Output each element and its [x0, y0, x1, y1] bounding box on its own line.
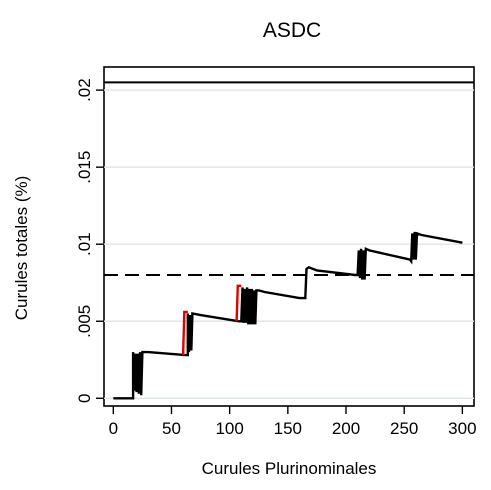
reference-lines: [104, 81, 474, 277]
x-tick-label-0: 0: [109, 419, 118, 438]
x-tick-label-6: 300: [448, 419, 476, 438]
y-tick-label-3: .015: [75, 151, 94, 184]
x-tick-label-2: 100: [215, 419, 243, 438]
x-tick-label-4: 200: [332, 419, 360, 438]
series-group: [113, 231, 463, 400]
x-tick-label-3: 150: [274, 419, 302, 438]
series-line-0: [113, 231, 463, 400]
y-tick-label-1: .005: [75, 305, 94, 338]
x-tick-label-5: 250: [390, 419, 418, 438]
series-line-2: [235, 284, 242, 322]
y-tick-label-2: .01: [75, 232, 94, 256]
y-axis: 0 .005 .01 .015 .02: [75, 78, 104, 403]
series-line-1: [181, 310, 188, 356]
y-tick-label-4: .02: [75, 78, 94, 102]
y-tick-label-0: 0: [75, 394, 94, 403]
x-axis: 0 50 100 150 200 250 300: [109, 406, 477, 438]
x-axis-label: Curules Plurinominales: [202, 459, 377, 478]
plot-area: [103, 66, 475, 407]
grid-lines: [104, 89, 474, 399]
x-tick-label-1: 50: [162, 419, 181, 438]
chart-title: ASDC: [263, 19, 321, 42]
y-axis-label: Curules totales (%): [12, 176, 31, 321]
